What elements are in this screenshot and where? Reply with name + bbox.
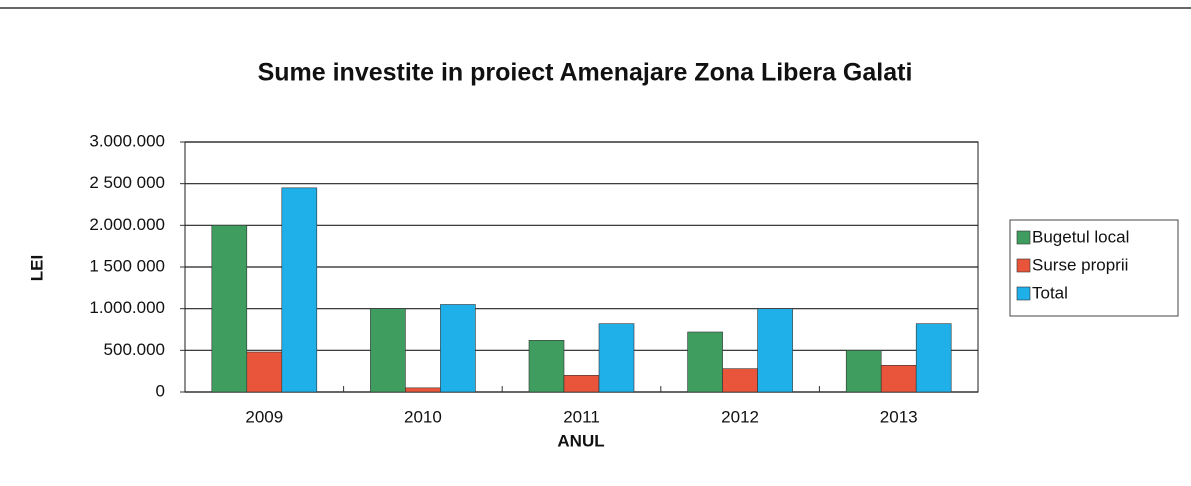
legend-label: Total [1032,283,1068,302]
y-tick-label: 1.000.000 [89,298,165,317]
x-tick-label: 2013 [880,407,918,426]
y-tick-label: 3.000.000 [89,131,165,150]
y-tick-label: 1 500 000 [89,256,165,275]
chart-title: Sume investite in proiect Amenajare Zona… [258,59,913,87]
x-axis-label: ANUL [557,431,604,450]
legend-swatch [1016,258,1031,273]
y-tick-label: 500.000 [104,340,165,359]
y-tick-label: 2.000.000 [89,215,165,234]
bar [405,387,441,393]
bar [880,365,917,393]
bar [915,323,952,393]
bar [598,323,635,393]
bar [528,340,565,393]
bar [440,304,476,393]
legend-label: Surse proprii [1032,255,1128,274]
legend-box [1009,219,1179,317]
x-tick-label: 2010 [404,407,442,426]
y-axis-label: LEI [27,255,46,281]
bar [722,368,758,393]
bar [281,187,318,393]
legend-swatch [1016,286,1031,301]
bar [687,331,723,393]
bar [845,350,882,393]
bar [211,225,248,393]
x-tick-label: 2009 [245,407,283,426]
legend-label: Bugetul local [1032,227,1129,246]
x-tick-label: 2012 [721,407,759,426]
y-tick-label: 2 500 000 [89,173,165,192]
bar [370,308,406,393]
y-tick-label: 0 [156,381,165,400]
bar [563,375,600,393]
bar [757,308,793,393]
bar [246,351,283,393]
x-tick-label: 2011 [563,407,600,426]
legend-swatch [1016,230,1031,245]
